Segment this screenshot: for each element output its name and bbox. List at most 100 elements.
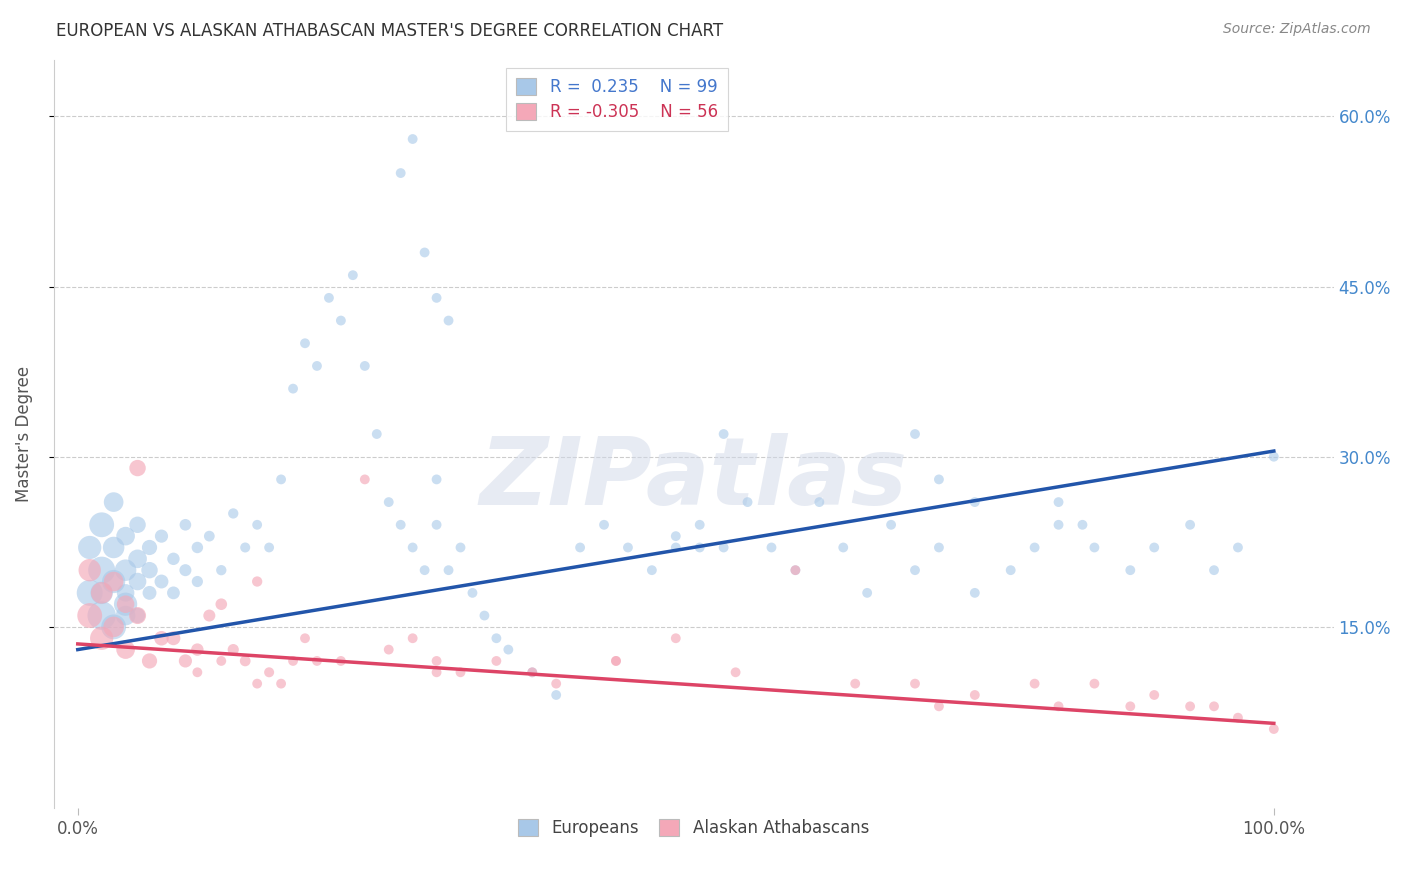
Point: [377, 642, 399, 657]
Point: [186, 574, 208, 589]
Point: [1263, 450, 1285, 464]
Text: Source: ZipAtlas.com: Source: ZipAtlas.com: [1223, 22, 1371, 37]
Point: [222, 507, 245, 521]
Point: [1143, 541, 1166, 555]
Point: [103, 541, 125, 555]
Point: [127, 551, 149, 566]
Point: [1202, 563, 1225, 577]
Point: [713, 541, 735, 555]
Point: [437, 313, 460, 327]
Point: [127, 608, 149, 623]
Point: [127, 461, 149, 475]
Point: [1071, 517, 1094, 532]
Point: [713, 427, 735, 442]
Point: [426, 654, 449, 668]
Point: [904, 427, 927, 442]
Point: [174, 517, 197, 532]
Point: [761, 541, 783, 555]
Point: [79, 586, 101, 600]
Point: [281, 654, 304, 668]
Point: [257, 541, 280, 555]
Point: [294, 336, 316, 351]
Point: [426, 665, 449, 680]
Point: [963, 688, 986, 702]
Point: [79, 608, 101, 623]
Point: [928, 541, 950, 555]
Point: [353, 359, 375, 373]
Point: [270, 676, 292, 690]
Point: [1119, 699, 1142, 714]
Point: [294, 632, 316, 646]
Point: [1024, 676, 1046, 690]
Point: [186, 541, 208, 555]
Point: [546, 676, 568, 690]
Point: [1178, 517, 1201, 532]
Point: [785, 563, 807, 577]
Point: [114, 563, 136, 577]
Point: [963, 495, 986, 509]
Point: [377, 495, 399, 509]
Point: [233, 541, 256, 555]
Point: [138, 541, 160, 555]
Point: [413, 563, 436, 577]
Point: [605, 654, 627, 668]
Point: [617, 541, 640, 555]
Point: [904, 676, 927, 690]
Point: [928, 699, 950, 714]
Point: [904, 563, 927, 577]
Point: [928, 472, 950, 486]
Point: [90, 586, 112, 600]
Point: [689, 517, 711, 532]
Point: [79, 563, 101, 577]
Point: [389, 166, 412, 180]
Text: EUROPEAN VS ALASKAN ATHABASCAN MASTER'S DEGREE CORRELATION CHART: EUROPEAN VS ALASKAN ATHABASCAN MASTER'S …: [56, 22, 723, 40]
Point: [1047, 699, 1070, 714]
Point: [485, 632, 508, 646]
Point: [844, 676, 866, 690]
Point: [641, 563, 664, 577]
Point: [1047, 495, 1070, 509]
Point: [522, 665, 544, 680]
Point: [127, 574, 149, 589]
Point: [461, 586, 484, 600]
Point: [198, 529, 221, 543]
Point: [127, 608, 149, 623]
Point: [90, 632, 112, 646]
Point: [1226, 711, 1249, 725]
Point: [114, 642, 136, 657]
Point: [569, 541, 592, 555]
Point: [413, 245, 436, 260]
Point: [401, 132, 423, 146]
Point: [305, 359, 328, 373]
Point: [450, 665, 472, 680]
Point: [665, 529, 688, 543]
Point: [329, 313, 352, 327]
Point: [233, 654, 256, 668]
Point: [389, 517, 412, 532]
Point: [353, 472, 375, 486]
Point: [401, 541, 423, 555]
Point: [426, 517, 449, 532]
Point: [114, 597, 136, 611]
Point: [1263, 722, 1285, 736]
Point: [114, 586, 136, 600]
Point: [426, 291, 449, 305]
Point: [114, 529, 136, 543]
Point: [1000, 563, 1022, 577]
Point: [127, 517, 149, 532]
Point: [150, 632, 173, 646]
Point: [605, 654, 627, 668]
Point: [856, 586, 879, 600]
Point: [1178, 699, 1201, 714]
Point: [737, 495, 759, 509]
Point: [1226, 541, 1249, 555]
Point: [808, 495, 831, 509]
Point: [150, 529, 173, 543]
Point: [209, 597, 232, 611]
Point: [437, 563, 460, 577]
Point: [305, 654, 328, 668]
Point: [665, 541, 688, 555]
Point: [209, 654, 232, 668]
Point: [90, 586, 112, 600]
Point: [474, 608, 496, 623]
